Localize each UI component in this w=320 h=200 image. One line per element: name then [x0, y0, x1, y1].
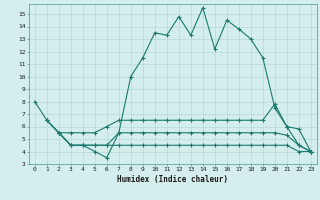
X-axis label: Humidex (Indice chaleur): Humidex (Indice chaleur) — [117, 175, 228, 184]
